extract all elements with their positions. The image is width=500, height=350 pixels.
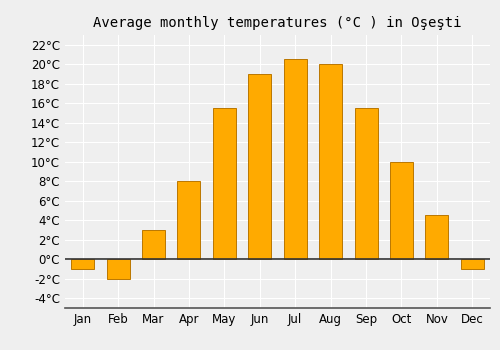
Bar — [390, 162, 413, 259]
Bar — [461, 259, 484, 269]
Bar — [319, 64, 342, 259]
Bar — [284, 60, 306, 259]
Bar — [106, 259, 130, 279]
Bar — [213, 108, 236, 259]
Bar — [248, 74, 272, 259]
Bar — [178, 181, 201, 259]
Bar — [354, 108, 378, 259]
Title: Average monthly temperatures (°C ) in Oşeşti: Average monthly temperatures (°C ) in Oş… — [93, 16, 462, 30]
Bar — [142, 230, 165, 259]
Bar — [426, 215, 448, 259]
Bar — [71, 259, 94, 269]
